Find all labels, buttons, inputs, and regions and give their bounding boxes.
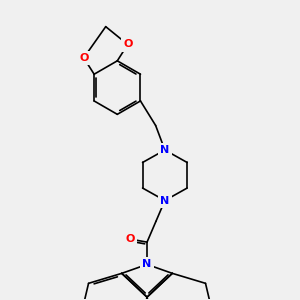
Text: N: N (160, 196, 170, 206)
Text: O: O (126, 234, 135, 244)
Text: N: N (142, 260, 152, 269)
Text: N: N (160, 145, 170, 155)
Text: O: O (123, 40, 132, 50)
Text: O: O (79, 53, 88, 63)
